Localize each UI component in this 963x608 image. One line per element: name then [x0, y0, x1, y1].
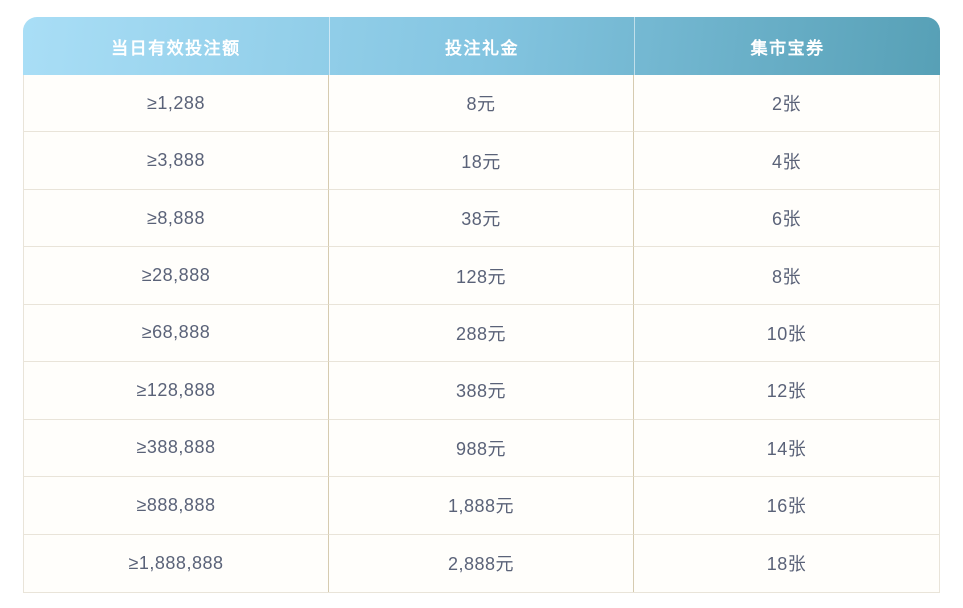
cell-bonus: 288元: [329, 304, 634, 363]
betting-rewards-table: 当日有效投注额 投注礼金 集市宝券 ≥1,288 8元 2张 ≥3,888 18元 4张 ≥…: [23, 17, 940, 593]
cell-bonus: 1,888元: [329, 477, 634, 535]
cell-bet-amount: ≥388,888: [24, 419, 329, 478]
cell-voucher: 2张: [634, 75, 939, 133]
table-body: ≥1,288 8元 2张 ≥3,888 18元 4张 ≥8,888 38元 6张 ≥28,888 1…: [23, 75, 940, 593]
cell-voucher: 18张: [766, 554, 807, 575]
header-daily-valid-bet-amount: 当日有效投注额: [111, 38, 241, 58]
cell-voucher: 12张: [634, 362, 939, 420]
cell-bonus: 8元: [329, 75, 634, 133]
table-row: ≥68,888 288元 10张: [24, 304, 939, 363]
cell-bonus: 2,888元: [329, 534, 634, 592]
cell-bet-amount: ≥1,288: [24, 75, 329, 133]
table-row: ≥1,288 8元 2张: [24, 75, 939, 133]
cell-voucher: 10张: [634, 305, 939, 363]
cell-voucher: 16张: [634, 477, 939, 535]
cell-bonus: 988元: [329, 419, 634, 478]
table-row: ≥1,888,888 2,888元 18张: [24, 534, 939, 592]
cell-bonus: 38元: [329, 189, 634, 248]
table-header-row: 当日有效投注额 投注礼金 集市宝券: [23, 17, 940, 75]
table-row: ≥3,888 18元 4张: [24, 132, 939, 190]
cell-voucher: 8张: [634, 247, 939, 305]
table-row: ≥888,888 1,888元 16张: [24, 477, 939, 535]
cell-bet-amount: ≥128,888: [24, 362, 329, 420]
header-betting-bonus: 投注礼金: [328, 17, 635, 75]
table-row: ≥28,888 128元 8张: [24, 247, 939, 305]
header-market-voucher: 集市宝券: [634, 17, 940, 75]
cell-bonus: 388元: [329, 362, 634, 420]
table-row: ≥128,888 388元 12张: [24, 362, 939, 420]
cell-bonus: 18元: [329, 132, 634, 190]
cell-bet-amount: ≥3,888: [24, 132, 329, 190]
cell-bet-amount: ≥888,888: [24, 477, 329, 535]
table-row: ≥8,888 38元 6张: [24, 189, 939, 248]
cell-bet-amount: ≥1,888,888: [24, 534, 329, 592]
cell-voucher: 4张: [634, 132, 939, 190]
cell-bonus: 128元: [329, 247, 634, 305]
cell-bet-amount: ≥68,888: [24, 304, 329, 363]
cell-voucher: 14张: [634, 420, 939, 478]
cell-voucher: 6张: [634, 190, 939, 248]
cell-bet-amount: ≥8,888: [24, 189, 329, 248]
table-row: ≥388,888 988元 14张: [24, 419, 939, 478]
cell-bet-amount: ≥28,888: [24, 247, 329, 305]
